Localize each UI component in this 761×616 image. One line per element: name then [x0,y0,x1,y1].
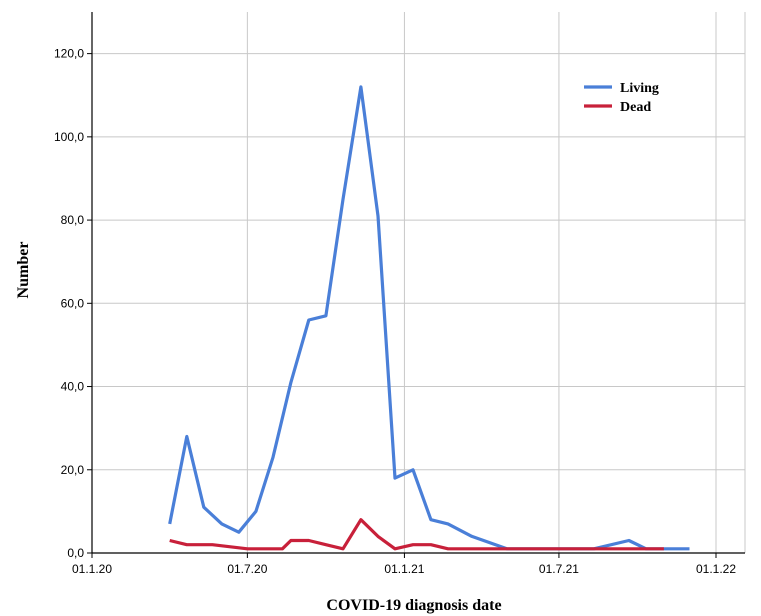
legend-label-living: Living [620,81,659,96]
y-tick-label: 100,0 [54,130,84,144]
y-tick-label: 0,0 [67,546,84,560]
y-axis-ticks: 0,0 20,0 40,0 60,0 80,0 100,0 120,0 [54,47,92,560]
x-tick-label: 01.1.22 [696,562,736,576]
series-lines [168,85,690,551]
series-line-dead [169,518,664,551]
y-tick-label: 120,0 [54,47,84,61]
x-axis-title: COVID-19 diagnosis date [326,597,501,614]
grid [92,12,746,553]
x-axis-ticks: 01.1.20 01.7.20 01.1.21 01.7.21 01.1.22 [72,553,736,576]
legend: Living Dead [584,81,659,115]
x-tick-label: 01.7.21 [539,562,579,576]
x-tick-label: 01.7.20 [227,562,267,576]
y-tick-label: 20,0 [61,463,85,477]
legend-label-dead: Dead [620,100,651,115]
x-tick-label: 01.1.20 [72,562,112,576]
y-tick-label: 60,0 [61,296,85,310]
axes [91,12,745,554]
y-tick-label: 80,0 [61,213,85,227]
y-axis-title: Number [15,242,32,299]
x-tick-label: 01.1.21 [384,562,424,576]
y-tick-label: 40,0 [61,380,85,394]
